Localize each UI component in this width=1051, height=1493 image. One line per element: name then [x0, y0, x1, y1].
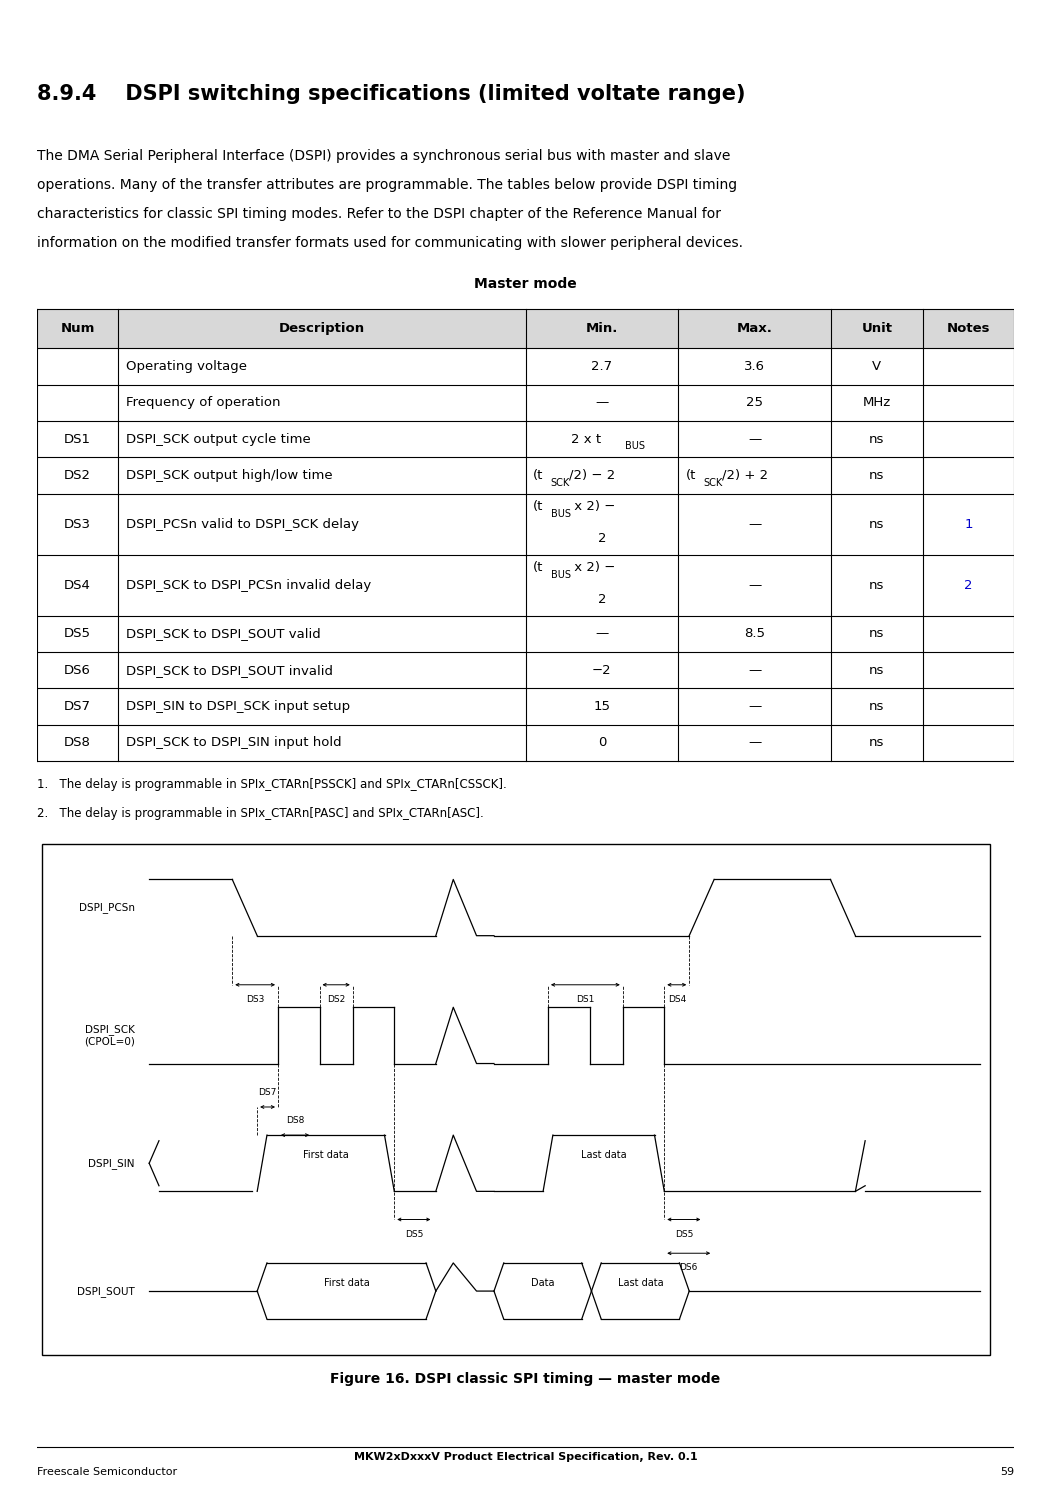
Text: DSPI_SIN: DSPI_SIN	[88, 1157, 135, 1169]
Text: —: —	[595, 627, 609, 640]
Text: —: —	[748, 736, 761, 749]
Text: MHz: MHz	[863, 396, 891, 409]
Text: Unit: Unit	[861, 322, 892, 334]
Text: ns: ns	[869, 433, 885, 445]
Text: DS5: DS5	[64, 627, 91, 640]
Text: x 2) −: x 2) −	[571, 500, 616, 514]
Text: Description: Description	[279, 322, 365, 334]
Text: —: —	[748, 663, 761, 676]
Text: characteristics for classic SPI timing modes. Refer to the DSPI chapter of the R: characteristics for classic SPI timing m…	[37, 208, 721, 221]
Text: 0: 0	[598, 736, 606, 749]
Text: DSPI_SCK output cycle time: DSPI_SCK output cycle time	[126, 433, 311, 445]
Text: 25: 25	[746, 396, 763, 409]
Text: 2 x t: 2 x t	[572, 433, 601, 445]
Text: ns: ns	[869, 627, 885, 640]
Text: Min.: Min.	[585, 322, 618, 334]
Text: −2: −2	[592, 663, 612, 676]
Text: DS6: DS6	[680, 1263, 698, 1272]
Text: Data: Data	[531, 1278, 555, 1287]
Text: DSPI_SCK
(CPOL=0): DSPI_SCK (CPOL=0)	[84, 1024, 135, 1047]
Text: ns: ns	[869, 579, 885, 591]
Text: ns: ns	[869, 663, 885, 676]
Text: DS6: DS6	[64, 663, 91, 676]
Text: DS3: DS3	[64, 518, 91, 530]
Text: DS8: DS8	[286, 1117, 304, 1126]
Text: DS7: DS7	[64, 700, 91, 712]
Text: DS8: DS8	[64, 736, 91, 749]
Text: BUS: BUS	[551, 509, 571, 520]
Text: DSPI_SCK to DSPI_PCSn invalid delay: DSPI_SCK to DSPI_PCSn invalid delay	[126, 579, 371, 591]
Text: MKW2xDxxxV Product Electrical Specification, Rev. 0.1: MKW2xDxxxV Product Electrical Specificat…	[354, 1453, 697, 1462]
Text: 2.7: 2.7	[592, 360, 613, 373]
Text: —: —	[748, 579, 761, 591]
Text: DSPI_SCK output high/low time: DSPI_SCK output high/low time	[126, 469, 333, 482]
Text: operations. Many of the transfer attributes are programmable. The tables below p: operations. Many of the transfer attribu…	[37, 178, 737, 193]
Text: 1: 1	[964, 518, 972, 530]
Text: First data: First data	[324, 1278, 369, 1287]
Text: 59: 59	[1001, 1466, 1014, 1477]
Text: Frequency of operation: Frequency of operation	[126, 396, 281, 409]
Bar	[37, 309, 1014, 348]
Text: —: —	[748, 518, 761, 530]
Text: DS5: DS5	[675, 1230, 693, 1239]
Text: DS2: DS2	[327, 994, 345, 1003]
Text: BUS: BUS	[551, 570, 571, 579]
Text: BUS: BUS	[625, 442, 645, 451]
Text: 2: 2	[964, 579, 972, 591]
Text: ns: ns	[869, 736, 885, 749]
Text: Figure 16. DSPI classic SPI timing — master mode: Figure 16. DSPI classic SPI timing — mas…	[330, 1372, 721, 1387]
Text: DS1: DS1	[576, 994, 595, 1003]
Text: DS4: DS4	[667, 994, 686, 1003]
Text: DS3: DS3	[246, 994, 264, 1003]
Text: /2) + 2: /2) + 2	[722, 469, 768, 482]
Text: /2) − 2: /2) − 2	[570, 469, 616, 482]
Text: ns: ns	[869, 518, 885, 530]
Text: 1.   The delay is programmable in SPIx_CTARn[PSSCK] and SPIx_CTARn[CSSCK].: 1. The delay is programmable in SPIx_CTA…	[37, 778, 507, 791]
Text: x 2) −: x 2) −	[571, 561, 616, 575]
Text: Num: Num	[60, 322, 95, 334]
Text: SCK: SCK	[551, 478, 570, 488]
Text: Notes: Notes	[947, 322, 990, 334]
Text: DS4: DS4	[64, 579, 91, 591]
Text: ns: ns	[869, 700, 885, 712]
Text: Operating voltage: Operating voltage	[126, 360, 247, 373]
Text: DSPI_SOUT: DSPI_SOUT	[77, 1285, 135, 1296]
Text: Last data: Last data	[581, 1150, 626, 1160]
Text: DSPI_SCK to DSPI_SOUT valid: DSPI_SCK to DSPI_SOUT valid	[126, 627, 321, 640]
Text: DS7: DS7	[259, 1088, 276, 1097]
Text: DS5: DS5	[405, 1230, 423, 1239]
Text: 2: 2	[598, 532, 606, 545]
Text: Freescale Semiconductor: Freescale Semiconductor	[37, 1466, 177, 1477]
Text: DSPI_SIN to DSPI_SCK input setup: DSPI_SIN to DSPI_SCK input setup	[126, 700, 350, 712]
Text: ns: ns	[869, 469, 885, 482]
Text: Master mode: Master mode	[474, 278, 577, 291]
Text: (t: (t	[533, 500, 543, 514]
Text: 2.   The delay is programmable in SPIx_CTARn[PASC] and SPIx_CTARn[ASC].: 2. The delay is programmable in SPIx_CTA…	[37, 808, 483, 820]
Text: 3.6: 3.6	[744, 360, 765, 373]
Text: (t: (t	[686, 469, 696, 482]
Text: First data: First data	[303, 1150, 349, 1160]
Text: SCK: SCK	[703, 478, 723, 488]
Text: —: —	[748, 433, 761, 445]
Text: V: V	[872, 360, 882, 373]
Text: Max.: Max.	[737, 322, 772, 334]
Text: —: —	[748, 700, 761, 712]
Text: DSPI_PCSn valid to DSPI_SCK delay: DSPI_PCSn valid to DSPI_SCK delay	[126, 518, 359, 530]
Text: (t: (t	[533, 469, 543, 482]
Text: DS1: DS1	[64, 433, 91, 445]
Text: 15: 15	[594, 700, 611, 712]
Text: —: —	[595, 396, 609, 409]
Text: The DMA Serial Peripheral Interface (DSPI) provides a synchronous serial bus wit: The DMA Serial Peripheral Interface (DSP…	[37, 149, 730, 163]
Text: DSPI_SCK to DSPI_SIN input hold: DSPI_SCK to DSPI_SIN input hold	[126, 736, 342, 749]
Text: DSPI_SCK to DSPI_SOUT invalid: DSPI_SCK to DSPI_SOUT invalid	[126, 663, 333, 676]
Text: information on the modified transfer formats used for communicating with slower : information on the modified transfer for…	[37, 236, 743, 251]
Text: (t: (t	[533, 561, 543, 575]
Text: Last data: Last data	[618, 1278, 663, 1287]
Text: 8.5: 8.5	[744, 627, 765, 640]
Bar	[42, 844, 990, 1356]
Text: DSPI_PCSn: DSPI_PCSn	[79, 902, 135, 914]
Text: 8.9.4    DSPI switching specifications (limited voltate range): 8.9.4 DSPI switching specifications (lim…	[37, 84, 745, 105]
Text: DS2: DS2	[64, 469, 91, 482]
Text: 2: 2	[598, 593, 606, 606]
